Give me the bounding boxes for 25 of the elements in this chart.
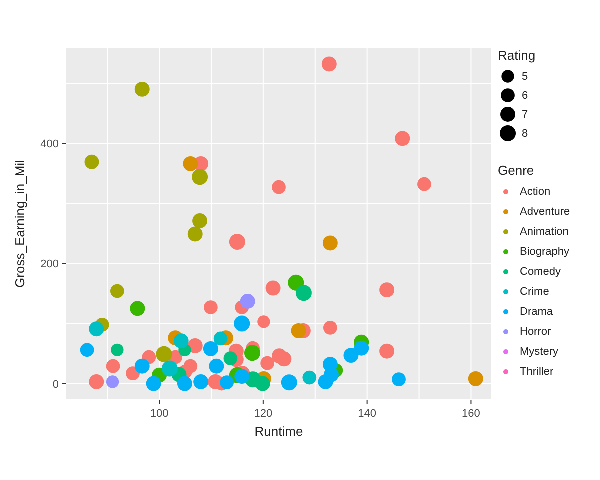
y-tick-label: 0 — [52, 378, 59, 391]
legend-label: 5 — [522, 70, 528, 82]
legend-label: 7 — [522, 108, 528, 120]
text: Rating — [498, 48, 536, 63]
legend-label: Animation — [520, 226, 569, 238]
x-tick-label: 140 — [358, 408, 376, 420]
legend-label: Adventure — [520, 206, 570, 218]
legend-label: Drama — [520, 306, 554, 318]
legend-label: Comedy — [520, 266, 561, 278]
y-axis-title: Gross_Earning_in_Mil — [12, 160, 28, 288]
x-axis-title: Runtime — [254, 424, 304, 439]
x-tick-label: 100 — [150, 408, 169, 420]
legend-label: 8 — [522, 128, 528, 140]
legend-label: Thriller — [520, 366, 554, 378]
y-tick-label: 400 — [40, 138, 59, 151]
legend-label: Action — [520, 186, 551, 198]
legend-label: Biography — [520, 246, 570, 258]
text: Genre — [498, 163, 534, 178]
y-tick-label: 200 — [40, 258, 59, 271]
legend-label: Crime — [520, 286, 550, 298]
x-tick-label: 160 — [462, 408, 480, 420]
legend-label: 6 — [522, 90, 528, 102]
legend-label: Horror — [520, 326, 552, 338]
x-tick-label: 120 — [254, 408, 273, 420]
legend-label: Mystery — [520, 346, 558, 358]
